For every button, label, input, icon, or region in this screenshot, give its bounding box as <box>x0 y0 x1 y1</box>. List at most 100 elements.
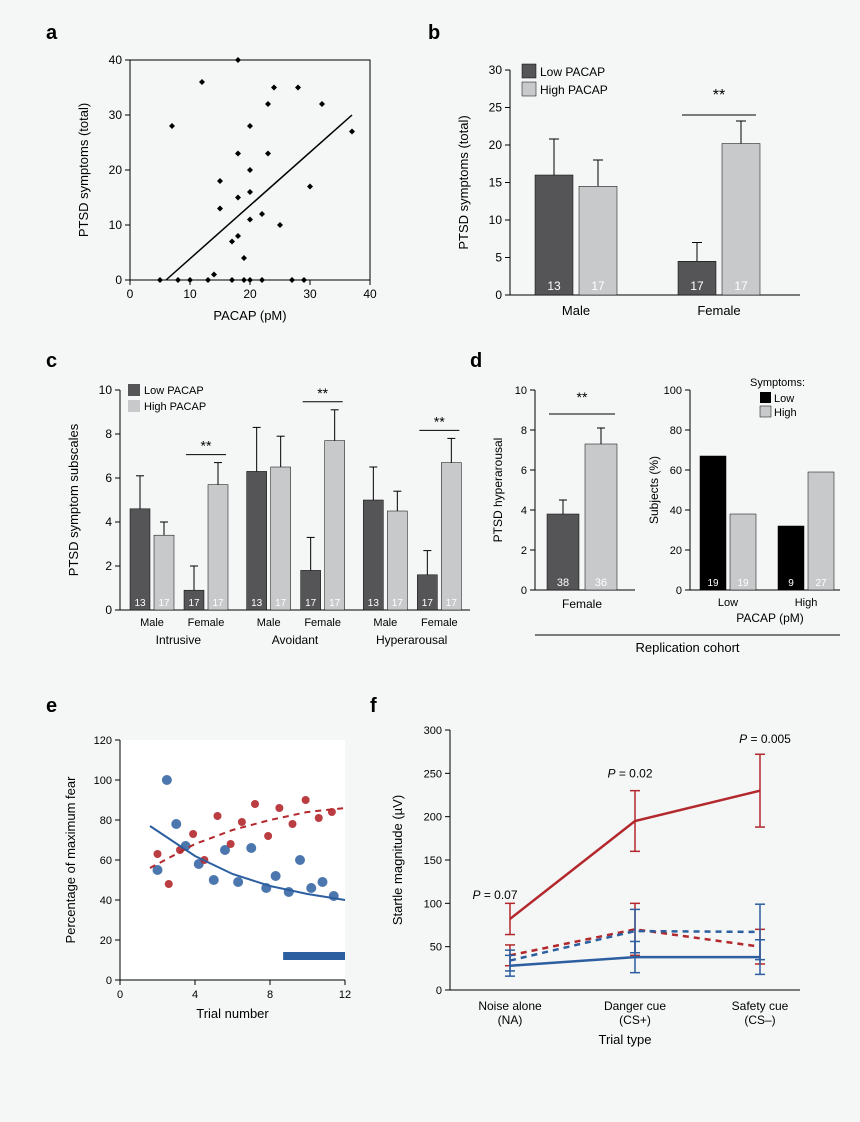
svg-text:17: 17 <box>275 598 287 609</box>
svg-text:80: 80 <box>670 425 682 437</box>
svg-text:30: 30 <box>303 287 317 301</box>
svg-text:4: 4 <box>521 505 527 517</box>
svg-text:Intrusive: Intrusive <box>156 633 202 647</box>
svg-text:Trial type: Trial type <box>599 1032 652 1047</box>
svg-text:8: 8 <box>521 425 527 437</box>
svg-text:(CS+): (CS+) <box>619 1013 651 1027</box>
svg-text:(CS–): (CS–) <box>744 1013 775 1027</box>
svg-text:High PACAP: High PACAP <box>144 401 206 413</box>
svg-text:P = 0.07: P = 0.07 <box>472 888 517 902</box>
svg-text:60: 60 <box>670 465 682 477</box>
svg-text:2: 2 <box>521 545 527 557</box>
svg-text:40: 40 <box>670 505 682 517</box>
svg-text:17: 17 <box>422 598 434 609</box>
svg-text:20: 20 <box>489 138 503 152</box>
svg-text:Low PACAP: Low PACAP <box>540 65 605 79</box>
svg-text:Startle magnitude (µV): Startle magnitude (µV) <box>390 795 405 925</box>
svg-text:6: 6 <box>105 471 112 485</box>
svg-text:PTSD symptoms (total): PTSD symptoms (total) <box>76 103 91 237</box>
svg-text:36: 36 <box>595 577 607 589</box>
svg-text:Female: Female <box>421 617 458 629</box>
svg-text:17: 17 <box>690 279 704 293</box>
svg-text:17: 17 <box>329 598 341 609</box>
svg-text:Male: Male <box>257 617 281 629</box>
svg-text:P = 0.02: P = 0.02 <box>607 767 652 781</box>
svg-text:0: 0 <box>676 585 682 597</box>
svg-text:40: 40 <box>363 287 377 301</box>
svg-text:17: 17 <box>591 279 605 293</box>
svg-text:38: 38 <box>557 577 569 589</box>
svg-text:17: 17 <box>158 598 170 609</box>
svg-text:0: 0 <box>127 287 134 301</box>
panel-a-label: a <box>46 22 57 45</box>
svg-text:High: High <box>795 597 818 609</box>
svg-text:10: 10 <box>109 218 123 232</box>
svg-text:4: 4 <box>105 515 112 529</box>
svg-text:4: 4 <box>192 989 198 1001</box>
svg-text:25: 25 <box>489 101 503 115</box>
panel-c-label: c <box>46 350 57 373</box>
svg-text:Low: Low <box>718 597 738 609</box>
panel-b-chart: 05101520253013171717MaleFemale**Low PACA… <box>450 40 830 330</box>
svg-text:P = 0.005: P = 0.005 <box>739 732 791 746</box>
svg-text:50: 50 <box>430 942 442 954</box>
svg-text:17: 17 <box>392 598 404 609</box>
svg-text:10: 10 <box>489 213 503 227</box>
panel-e-chart: 02040608010012004812Trial numberPercenta… <box>55 720 375 1050</box>
svg-text:20: 20 <box>100 935 112 947</box>
svg-text:13: 13 <box>547 279 561 293</box>
svg-text:9: 9 <box>788 578 794 589</box>
svg-text:Noise alone: Noise alone <box>478 999 542 1013</box>
panel-a-chart: 010203040010203040PACAP (pM)PTSD symptom… <box>70 40 400 330</box>
svg-text:17: 17 <box>734 279 748 293</box>
svg-text:150: 150 <box>424 855 442 867</box>
svg-text:15: 15 <box>489 176 503 190</box>
svg-text:6: 6 <box>521 465 527 477</box>
svg-text:0: 0 <box>521 585 527 597</box>
svg-text:0: 0 <box>436 985 442 997</box>
svg-text:100: 100 <box>424 898 442 910</box>
svg-text:20: 20 <box>109 163 123 177</box>
svg-text:30: 30 <box>489 63 503 77</box>
svg-text:(NA): (NA) <box>498 1013 523 1027</box>
panel-b-label: b <box>428 22 440 45</box>
svg-text:Male: Male <box>373 617 397 629</box>
svg-text:17: 17 <box>188 598 200 609</box>
svg-text:Female: Female <box>562 597 602 611</box>
svg-text:5: 5 <box>495 251 502 265</box>
svg-text:19: 19 <box>737 578 749 589</box>
svg-text:Female: Female <box>188 617 225 629</box>
svg-text:0: 0 <box>117 989 123 1001</box>
svg-text:Male: Male <box>140 617 164 629</box>
svg-text:High PACAP: High PACAP <box>540 83 608 97</box>
svg-text:Female: Female <box>697 303 740 318</box>
svg-text:8: 8 <box>105 427 112 441</box>
svg-text:Female: Female <box>304 617 341 629</box>
svg-text:0: 0 <box>106 975 112 987</box>
svg-text:250: 250 <box>424 768 442 780</box>
svg-text:**: ** <box>577 389 588 405</box>
svg-text:**: ** <box>201 438 212 454</box>
svg-text:PTSD symptoms (total): PTSD symptoms (total) <box>456 115 471 249</box>
svg-text:PTSD hyperarousal: PTSD hyperarousal <box>491 438 505 543</box>
svg-text:17: 17 <box>212 598 224 609</box>
panel-d-chart: 02468103836**FemalePTSD hyperarousal0204… <box>490 360 850 690</box>
svg-text:**: ** <box>434 413 445 429</box>
svg-text:Symptoms:: Symptoms: <box>750 377 805 389</box>
svg-text:40: 40 <box>109 53 123 67</box>
svg-text:PACAP (pM): PACAP (pM) <box>736 611 804 625</box>
panel-e-label: e <box>46 695 57 718</box>
svg-text:19: 19 <box>707 578 719 589</box>
svg-text:PACAP (pM): PACAP (pM) <box>213 308 286 323</box>
svg-text:80: 80 <box>100 815 112 827</box>
svg-text:Replication cohort: Replication cohort <box>635 640 739 655</box>
panel-f-chart: 050100150200250300Noise alone(NA)Danger … <box>380 700 830 1070</box>
svg-text:High: High <box>774 407 797 419</box>
svg-text:13: 13 <box>368 598 380 609</box>
svg-text:0: 0 <box>495 288 502 302</box>
svg-text:Low: Low <box>774 393 794 405</box>
svg-text:2: 2 <box>105 559 112 573</box>
svg-text:PTSD symptom subscales: PTSD symptom subscales <box>66 423 81 576</box>
svg-text:8: 8 <box>267 989 273 1001</box>
figure-page: a b c d e f 010203040010203040PACAP (pM)… <box>0 0 860 1122</box>
